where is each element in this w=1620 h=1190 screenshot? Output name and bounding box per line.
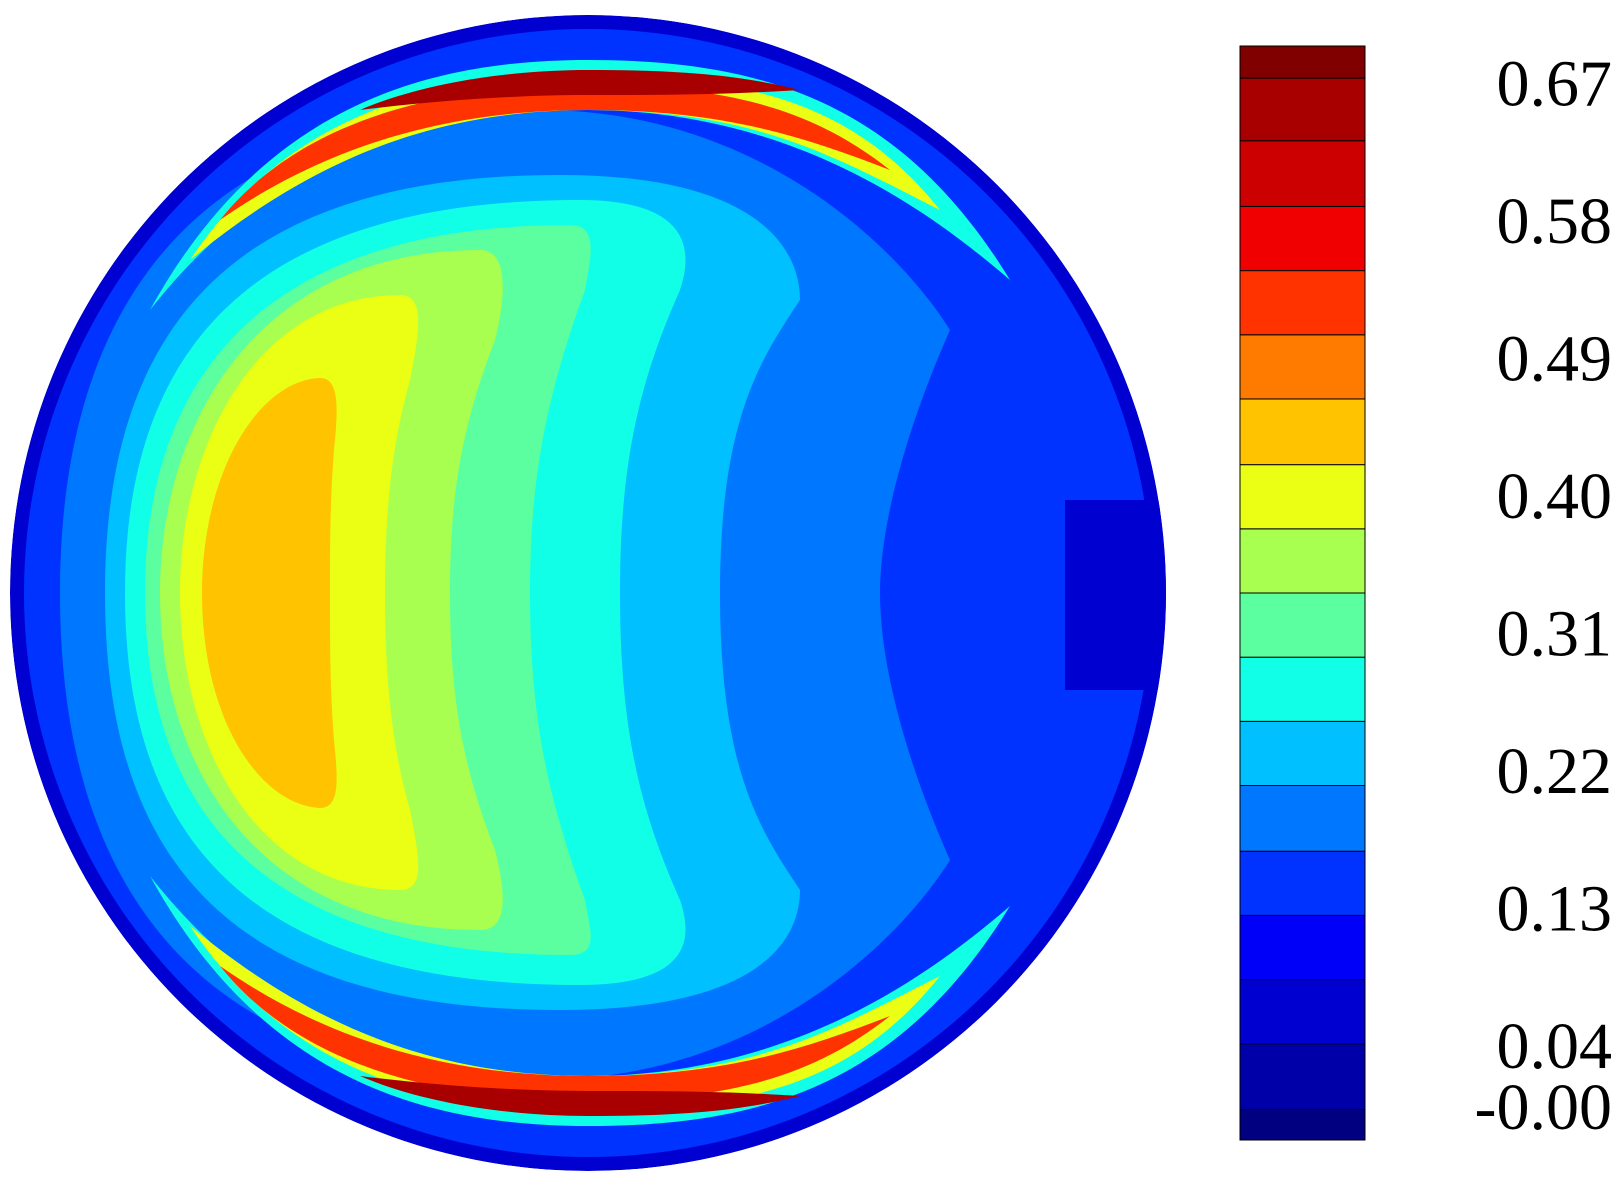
colorbar-band — [1239, 45, 1366, 79]
colorbar-tick-label: 0.58 — [1497, 185, 1613, 258]
colorbar-band — [1239, 785, 1366, 852]
field-crescent — [360, 70, 800, 110]
field-crescent — [220, 966, 890, 1101]
colorbar: -0.000.04 0.13 0.22 0.31 0.40 0.49 0.58 0.67 — [1239, 45, 1613, 1144]
field-right-dip — [1065, 500, 1166, 690]
colorbar-band — [1239, 205, 1366, 272]
colorbar-tick-label: 0.67 — [1497, 47, 1613, 120]
colorbar-band — [1239, 77, 1366, 142]
colorbar-tick-label: 0.49 — [1497, 322, 1613, 395]
colorbar-band — [1239, 398, 1366, 466]
colorbar-band — [1239, 720, 1366, 787]
contour-field — [10, 15, 1166, 1171]
colorbar-band — [1239, 656, 1366, 722]
field-crescent — [360, 1076, 800, 1116]
colorbar-band — [1239, 270, 1366, 336]
colorbar-tick-label: -0.00 — [1475, 1071, 1612, 1144]
colorbar-band — [1239, 140, 1366, 207]
colorbar-tick-label: 0.04 — [1497, 1010, 1613, 1083]
colorbar-band — [1239, 334, 1366, 400]
field-core — [202, 378, 337, 808]
colorbar-band — [1239, 914, 1366, 981]
colorbar-band — [1239, 850, 1366, 916]
colorbar-tick-label: 0.40 — [1497, 460, 1613, 533]
colorbar-band — [1239, 1108, 1366, 1141]
colorbar-tick-label: 0.13 — [1497, 873, 1613, 946]
colorbar-tick-label: 0.22 — [1497, 735, 1613, 808]
colorbar-band — [1239, 1043, 1366, 1110]
colorbar-band — [1239, 592, 1366, 658]
field-crescent — [220, 85, 890, 220]
colorbar-band — [1239, 528, 1366, 594]
colorbar-band — [1239, 464, 1366, 530]
colorbar-tick-label: 0.31 — [1497, 598, 1613, 671]
colorbar-band — [1239, 979, 1366, 1045]
